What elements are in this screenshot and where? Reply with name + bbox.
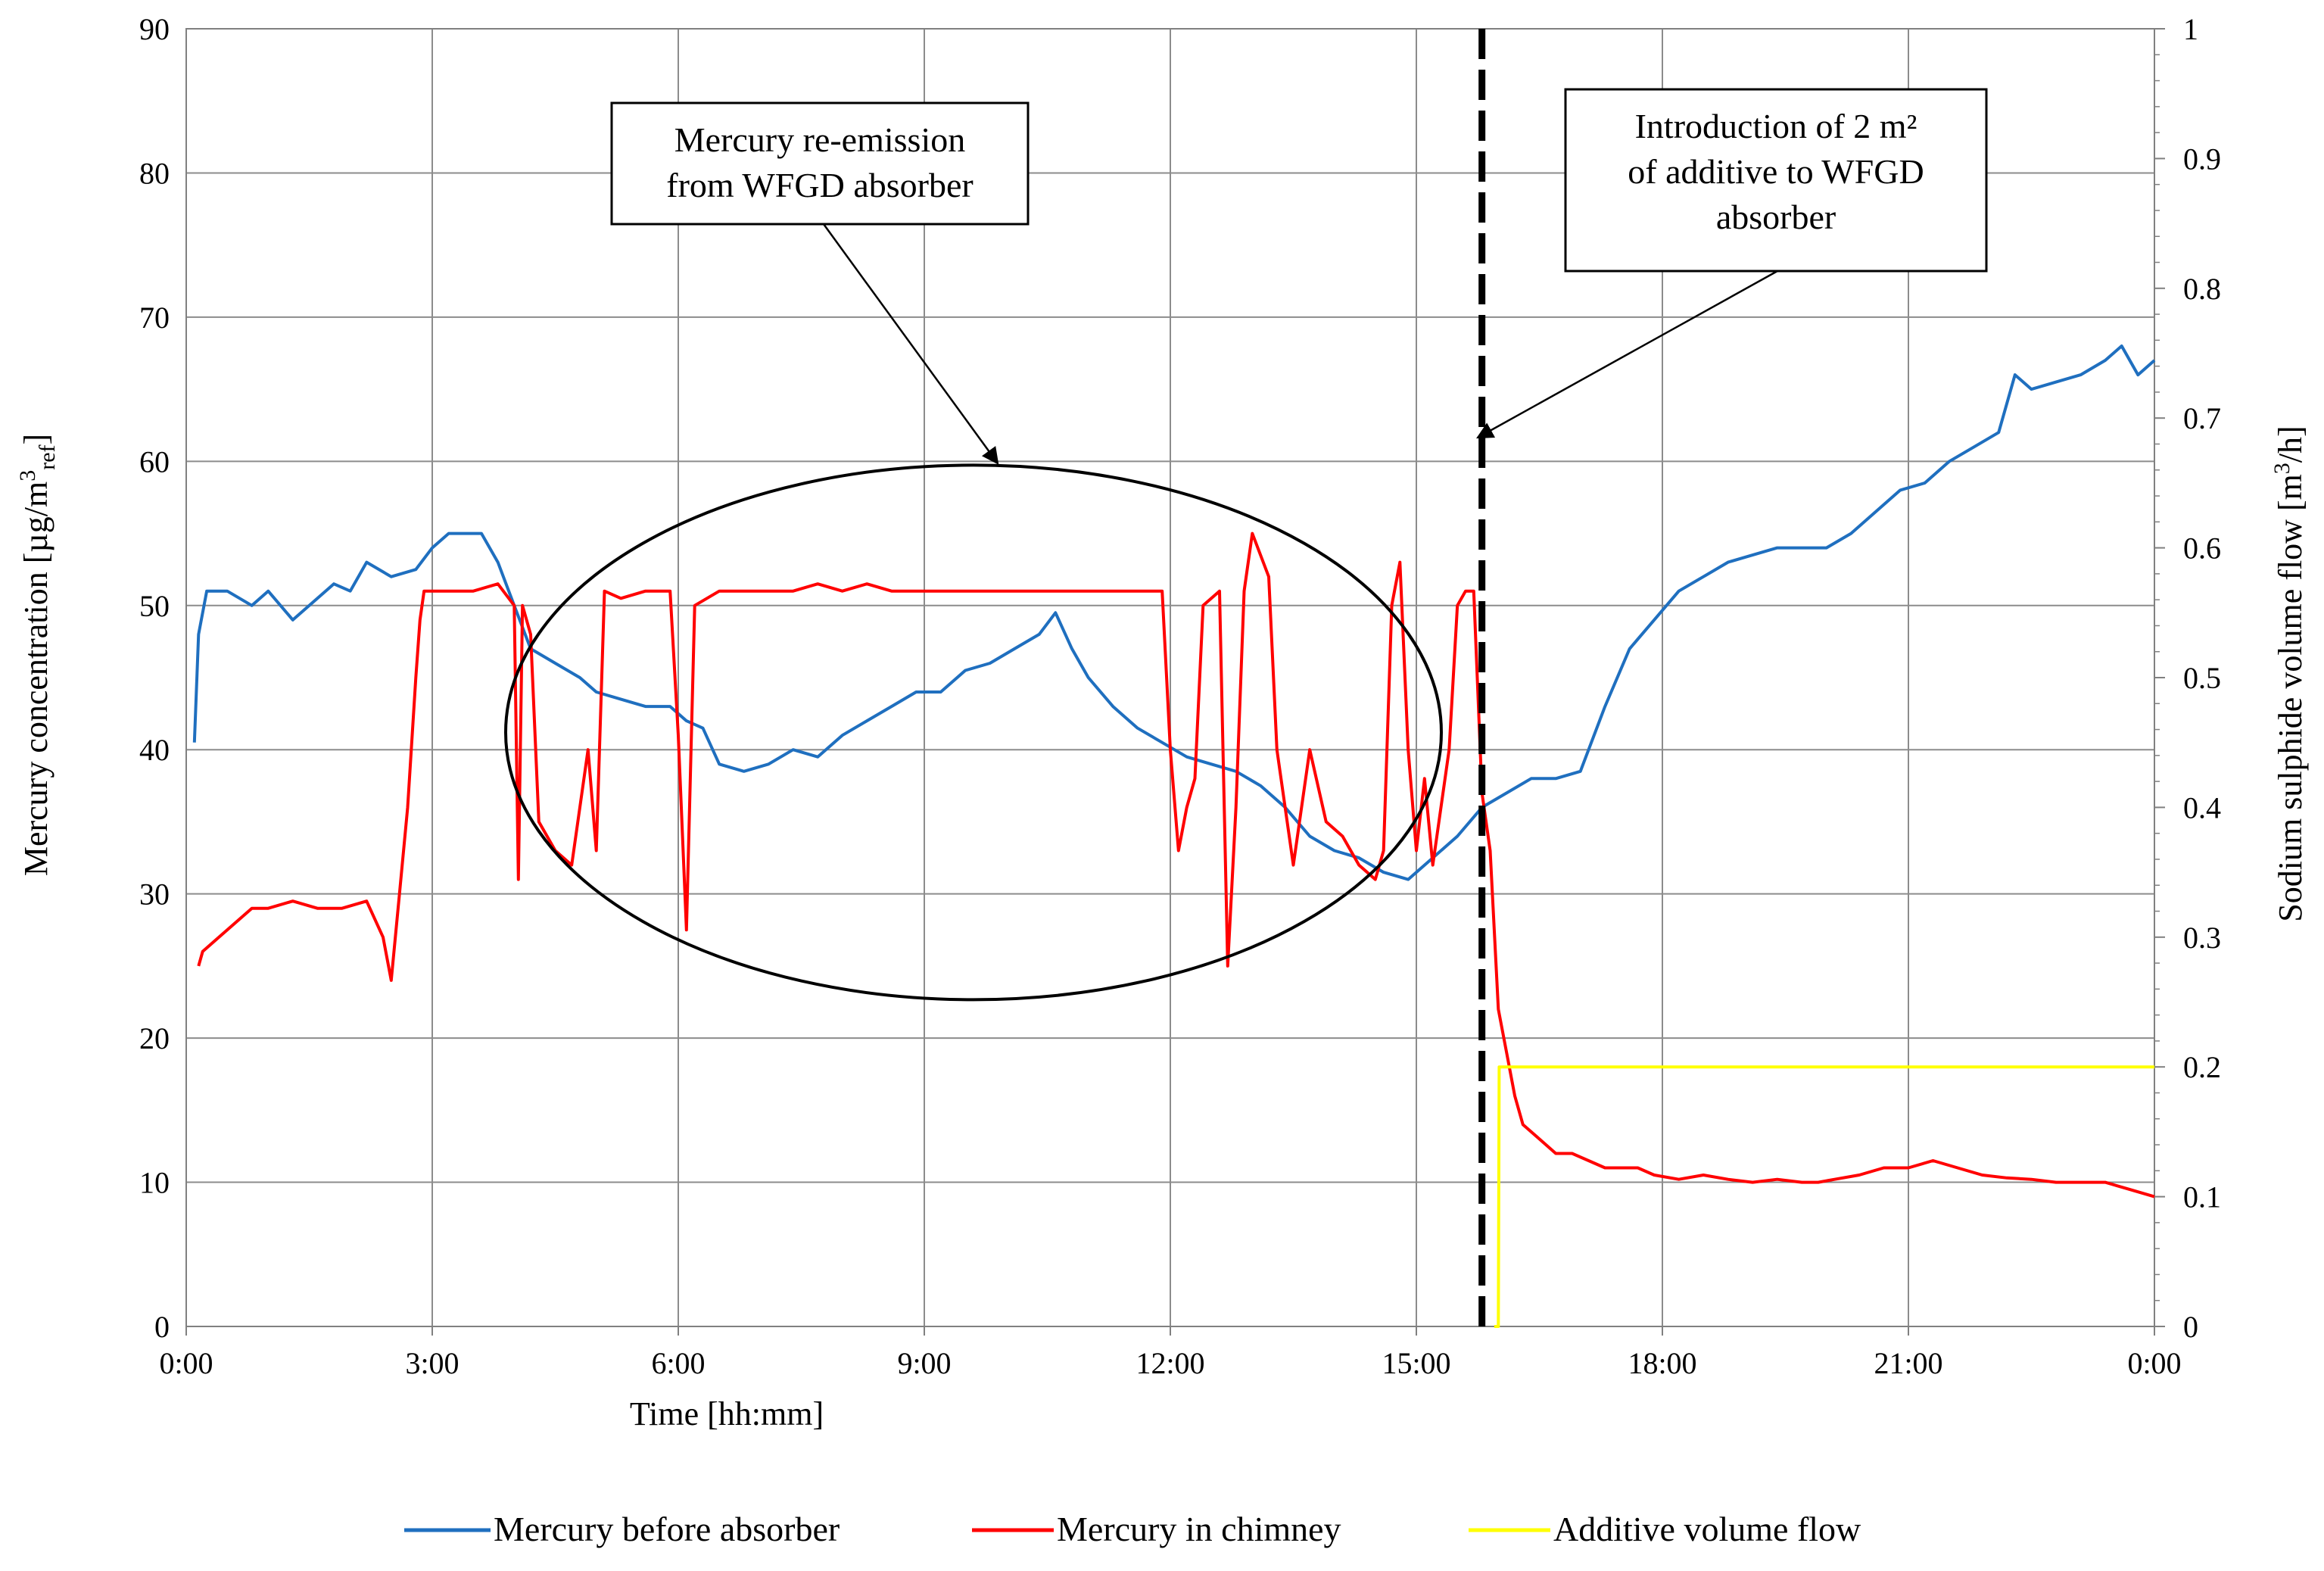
y-left-label-close: ]	[17, 434, 55, 445]
y-left-label-sup: 3	[15, 470, 40, 482]
plot-area-frame	[185, 28, 2155, 1327]
x-tick-label: 0:00	[159, 1346, 213, 1380]
series-layer	[192, 344, 2156, 1328]
annotations: Mercury re-emission from WFGD absorber Int…	[504, 29, 1988, 1326]
y-right-tick-label: 0.8	[2183, 272, 2221, 306]
x-tick-label: 18:00	[1628, 1346, 1696, 1380]
y-left-tick-label: 30	[139, 877, 170, 912]
additive-callout-box	[1564, 88, 1988, 273]
x-axis-label: Time [hh:mm]	[630, 1395, 824, 1432]
y-right-tick-label: 0.5	[2183, 661, 2221, 695]
y-left-tick-label: 10	[139, 1166, 170, 1200]
y-right-label-close: /h]	[2272, 425, 2309, 463]
legend: Mercury before absorber Mercury in chimne…	[404, 1510, 1861, 1548]
y-right-tick-label: 0	[2183, 1310, 2198, 1344]
y-left-tick-label: 70	[139, 301, 170, 335]
y-right-label-main: Sodium sulphide volume flow [m	[2272, 474, 2309, 922]
reemission-callout-text: from WFGD absorber	[666, 166, 973, 204]
y-right-tick-label: 0.3	[2183, 921, 2221, 955]
legend-label-0: Mercury before absorber	[494, 1510, 840, 1548]
y-left-tick-label: 40	[139, 733, 170, 767]
y-left-tick-label: 80	[139, 156, 170, 190]
y-right-tick-label: 0.9	[2183, 142, 2221, 176]
y-right-tick-label: 0.7	[2183, 401, 2221, 435]
reemission-callout-text: Mercury re-emission	[674, 120, 966, 159]
x-tick-label: 15:00	[1382, 1346, 1450, 1380]
additive-arrow	[1476, 270, 1778, 439]
tick-labels: 0 10 20 30 40 50 60 70 80 90 0 0.1 0.2 0.3 0.4 0.5 0.6 0.…	[139, 12, 2221, 1380]
y-left-tick-label: 0	[154, 1310, 170, 1344]
series-line-0	[192, 344, 2156, 881]
additive-callout-text: Introduction of 2 m²	[1635, 107, 1917, 145]
y-left-tick-label: 50	[139, 589, 170, 623]
y-left-tick-label: 90	[139, 12, 170, 46]
y-left-tick-label: 60	[139, 444, 170, 478]
additive-callout-text: absorber	[1716, 198, 1836, 236]
y-right-tick-label: 1	[2183, 12, 2198, 46]
reemission-callout-box	[610, 101, 1030, 226]
y-axis-left-label: Mercury concentration [µg/m3ref]	[15, 434, 60, 876]
y-left-label-sub: ref	[35, 444, 60, 469]
x-tick-label: 0:00	[2127, 1346, 2181, 1380]
y-right-tick-label: 0.6	[2183, 531, 2221, 566]
reemission-arrow	[822, 223, 999, 465]
legend-label-2: Additive volume flow	[1553, 1510, 1861, 1548]
y-right-label-sup: 3	[2269, 463, 2294, 474]
reemission-ellipse	[504, 463, 1443, 1002]
y-left-tick-label: 20	[139, 1021, 170, 1055]
legend-label-1: Mercury in chimney	[1057, 1510, 1341, 1548]
x-tick-label: 6:00	[651, 1346, 705, 1380]
y-right-tick-label: 0.1	[2183, 1180, 2221, 1214]
x-tick-label: 12:00	[1136, 1346, 1204, 1380]
additive-callout-text: of additive to WFGD	[1628, 152, 1924, 191]
y-axis-right-label: Sodium sulphide volume flow [m3/h]	[2269, 425, 2309, 921]
series-line-2	[1494, 1065, 2154, 1328]
y-left-label-main: Mercury concentration [µg/m	[17, 482, 55, 876]
x-tick-label: 9:00	[897, 1346, 951, 1380]
x-tick-label: 3:00	[405, 1346, 459, 1380]
x-tick-label: 21:00	[1874, 1346, 1942, 1380]
series-line-1	[197, 531, 2155, 1199]
y-right-tick-label: 0.2	[2183, 1050, 2221, 1084]
y-right-tick-label: 0.4	[2183, 790, 2221, 824]
